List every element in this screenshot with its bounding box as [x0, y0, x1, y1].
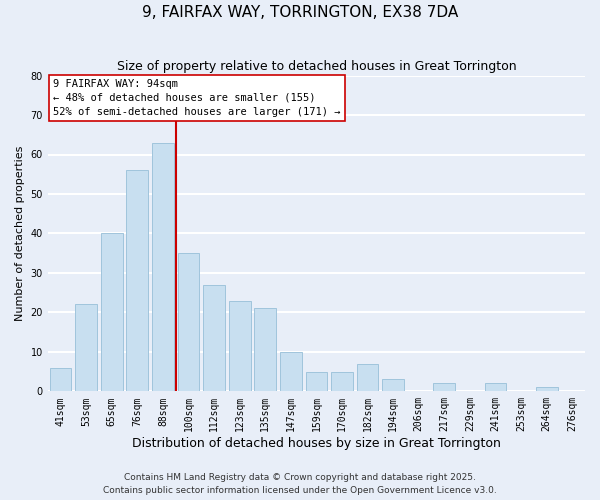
- Bar: [178, 253, 199, 392]
- Bar: [280, 352, 302, 392]
- Bar: [229, 300, 251, 392]
- Bar: [331, 372, 353, 392]
- X-axis label: Distribution of detached houses by size in Great Torrington: Distribution of detached houses by size …: [132, 437, 501, 450]
- Title: Size of property relative to detached houses in Great Torrington: Size of property relative to detached ho…: [116, 60, 516, 73]
- Bar: [127, 170, 148, 392]
- Text: 9, FAIRFAX WAY, TORRINGTON, EX38 7DA: 9, FAIRFAX WAY, TORRINGTON, EX38 7DA: [142, 5, 458, 20]
- Bar: [485, 384, 506, 392]
- Bar: [433, 384, 455, 392]
- Bar: [75, 304, 97, 392]
- Bar: [203, 285, 225, 392]
- Text: Contains HM Land Registry data © Crown copyright and database right 2025.
Contai: Contains HM Land Registry data © Crown c…: [103, 474, 497, 495]
- Bar: [254, 308, 276, 392]
- Text: 9 FAIRFAX WAY: 94sqm
← 48% of detached houses are smaller (155)
52% of semi-deta: 9 FAIRFAX WAY: 94sqm ← 48% of detached h…: [53, 78, 341, 116]
- Bar: [305, 372, 327, 392]
- Bar: [382, 380, 404, 392]
- Bar: [536, 388, 557, 392]
- Bar: [50, 368, 71, 392]
- Bar: [356, 364, 379, 392]
- Bar: [152, 142, 174, 392]
- Bar: [101, 234, 122, 392]
- Y-axis label: Number of detached properties: Number of detached properties: [15, 146, 25, 321]
